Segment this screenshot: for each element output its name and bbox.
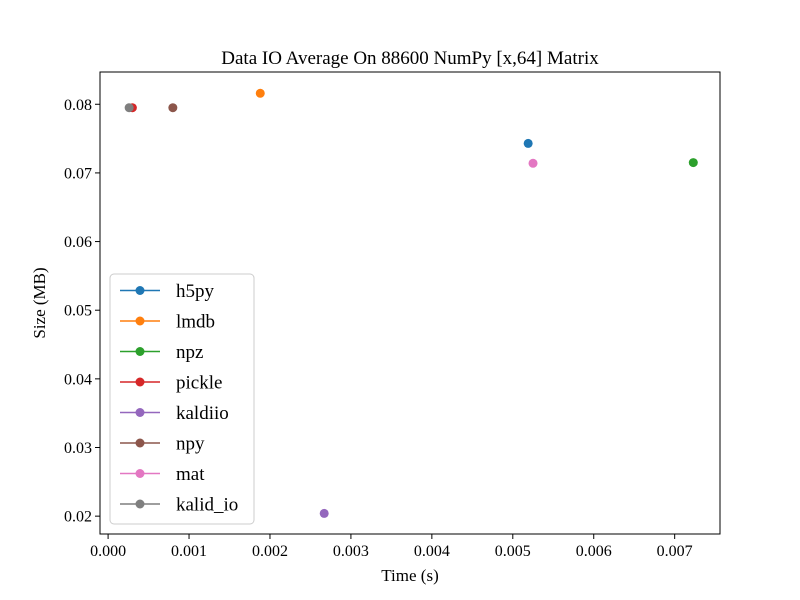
y-tick-label: 0.08: [64, 97, 92, 114]
legend-marker: [135, 469, 145, 478]
legend-label: pickle: [176, 373, 222, 394]
x-tick-label: 0.006: [576, 543, 612, 560]
data-point-npy: [168, 103, 178, 113]
y-axis: 0.02 0.03 0.04 0.05 0.06 0.07 0.08: [64, 97, 100, 526]
y-tick-label: 0.07: [64, 165, 92, 182]
x-tick-label: 0.004: [414, 543, 450, 560]
x-axis-label: Time (s): [381, 566, 438, 585]
x-axis: 0.000 0.001 0.002 0.003 0.004 0.005 0.006 0.007: [90, 534, 693, 560]
legend-marker: [135, 438, 145, 448]
x-tick-label: 0.001: [171, 543, 207, 560]
y-tick-label: 0.05: [64, 303, 92, 320]
legend-item-pickle: pickle: [120, 373, 222, 394]
data-point-kaldiio: [319, 508, 329, 518]
y-tick-label: 0.03: [64, 440, 92, 457]
legend-marker: [135, 286, 145, 295]
x-tick-label: 0.007: [657, 543, 693, 560]
legend-item-kaldiio: kaldiio: [120, 403, 229, 424]
y-axis-label: Size (MB): [30, 267, 49, 338]
legend-label: npz: [176, 342, 203, 363]
legend-label: kaldiio: [176, 403, 229, 424]
legend-items: h5py lmdb npz pickle kaldiio npy mat kalid_io: [120, 281, 238, 516]
legend: h5py lmdb npz pickle kaldiio npy mat kalid_io: [109, 273, 255, 525]
plot-area: [124, 88, 698, 518]
y-tick-label: 0.02: [64, 509, 92, 526]
data-point-npz: [688, 158, 698, 168]
legend-label: npy: [176, 434, 205, 455]
legend-marker: [135, 347, 145, 356]
y-tick-label: 0.06: [64, 234, 92, 251]
legend-marker: [135, 377, 145, 387]
legend-box: [109, 273, 255, 525]
legend-label: h5py: [176, 281, 215, 302]
data-point-kalid-io: [124, 103, 134, 113]
y-tick-label: 0.04: [64, 371, 92, 388]
legend-label: kalid_io: [176, 495, 238, 516]
legend-marker: [135, 499, 145, 509]
plot-frame: [99, 71, 721, 535]
legend-label: lmdb: [176, 312, 215, 333]
x-tick-label: 0.002: [252, 543, 288, 560]
legend-item-kalid-io: kalid_io: [120, 495, 238, 516]
x-tick-label: 0.005: [495, 543, 531, 560]
data-point-mat: [528, 158, 538, 168]
x-tick-label: 0.000: [90, 543, 126, 560]
chart-title: Data IO Average On 88600 NumPy [x,64] Ma…: [221, 48, 599, 69]
data-point-h5py: [523, 138, 533, 148]
legend-item-npy: npy: [120, 434, 205, 455]
legend-marker: [135, 316, 145, 326]
x-tick-label: 0.003: [333, 543, 369, 560]
legend-item-lmdb: lmdb: [120, 312, 215, 333]
legend-item-h5py: h5py: [120, 281, 215, 302]
legend-label: mat: [176, 464, 205, 485]
legend-item-mat: mat: [120, 464, 205, 485]
data-point-lmdb: [255, 88, 265, 98]
legend-marker: [135, 408, 145, 417]
legend-item-npz: npz: [120, 342, 203, 363]
